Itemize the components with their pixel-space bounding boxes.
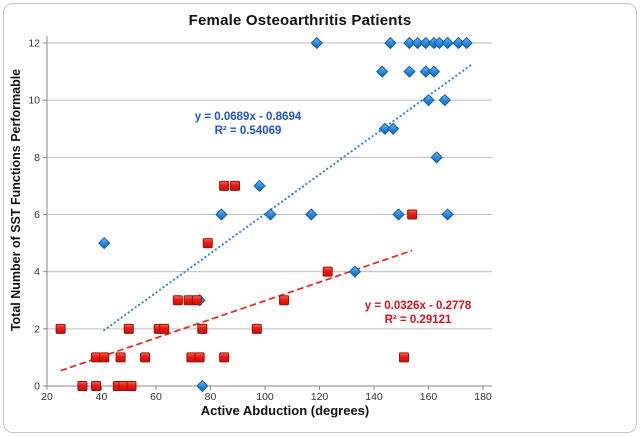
blue-diamond-marker [438,94,451,107]
blue-diamond-marker [310,36,323,50]
chart-title: Female Osteoarthritis Patients [188,12,412,29]
red-square-marker [194,352,205,363]
blue-diamond-marker [422,94,435,107]
red-square-marker [322,266,333,277]
blue-diamond-marker [386,122,400,135]
red-square-marker [123,323,134,334]
x-tick-label: 180 [474,391,492,403]
red-square-marker [172,295,183,306]
y-tick-label: 6 [34,209,40,221]
blue-diamond-marker [411,36,424,50]
blue-diamond-marker [419,36,432,50]
blue-diamond-marker [376,65,389,78]
blue-diamond-trendline [103,63,474,332]
red-square-marker [219,180,230,191]
y-tick-label: 4 [34,266,40,278]
blue-diamond-marker [433,36,446,50]
blue-diamond-marker [441,208,454,221]
x-tick-label: 120 [311,391,329,403]
red-square-marker [279,295,290,306]
red-square-marker [126,381,137,391]
blue-diamond-marker [348,265,362,278]
x-tick-label: 80 [205,391,217,403]
red-square-marker [230,180,241,191]
blue-diamond-marker [98,236,111,250]
blue-diamond-marker [305,208,318,221]
red-square-marker [191,295,202,306]
red-trendline-r2: R² = 0.29121 [384,314,452,326]
red-square-marker [140,352,151,363]
blue-diamond-marker [427,65,441,78]
blue-diamond-marker [384,36,397,50]
x-tick-label: 160 [420,391,438,403]
y-tick-label: 12 [28,38,40,50]
blue-diamond-marker [403,65,416,78]
x-tick-label: 20 [41,391,53,403]
x-tick-label: 100 [256,391,274,403]
red-square-marker [202,238,213,249]
blue-diamond-marker [441,36,454,50]
blue-diamond-marker [378,122,392,135]
blue-diamond-marker [419,65,432,78]
blue-diamond-marker [196,379,209,393]
blue-trendline-r2: R² = 0.54069 [214,125,282,137]
red-square-marker [183,295,194,306]
red-square-marker [251,323,262,334]
red-square-marker [55,323,66,334]
x-tick-label: 40 [96,391,108,403]
blue-diamond-marker [392,208,405,221]
red-square-marker [197,323,208,334]
blue-diamond-marker [264,208,277,221]
red-square-marker [219,352,230,363]
y-tick-label: 8 [34,152,40,164]
x-tick-label: 140 [365,391,383,403]
blue-diamond-marker [253,179,266,193]
red-square-marker [407,209,418,220]
red-square-marker [118,381,129,391]
red-square-marker [159,323,170,334]
red-square-marker [398,352,409,363]
blue-diamond-marker [460,36,473,50]
red-square-marker [186,352,197,363]
red-square-marker [77,381,88,391]
blue-trendline-equation: y = 0.0689x - 0.8694 [194,111,302,123]
red-trendline-equation: y = 0.0326x - 0.2778 [364,300,472,312]
y-tick-label: 2 [34,323,40,335]
x-axis-title: Active Abduction (degrees) [200,403,370,418]
x-tick-label: 60 [150,391,162,403]
red-trendline-label: y = 0.0326x - 0.2778 R² = 0.29121 [356,299,480,327]
blue-diamond-marker [452,36,465,50]
blue-trendline-label: y = 0.0689x - 0.8694 R² = 0.54069 [183,110,313,138]
red-square-marker [115,352,126,363]
red-square-marker [99,352,110,363]
blue-diamond-marker [403,36,416,50]
blue-diamond-marker [215,208,228,221]
red-square-marker [91,381,102,391]
y-tick-label: 0 [34,381,40,393]
y-tick-label: 10 [28,95,40,107]
red-square-trendline [60,249,413,372]
blue-diamond-marker [430,151,443,164]
red-square-marker [91,352,102,363]
